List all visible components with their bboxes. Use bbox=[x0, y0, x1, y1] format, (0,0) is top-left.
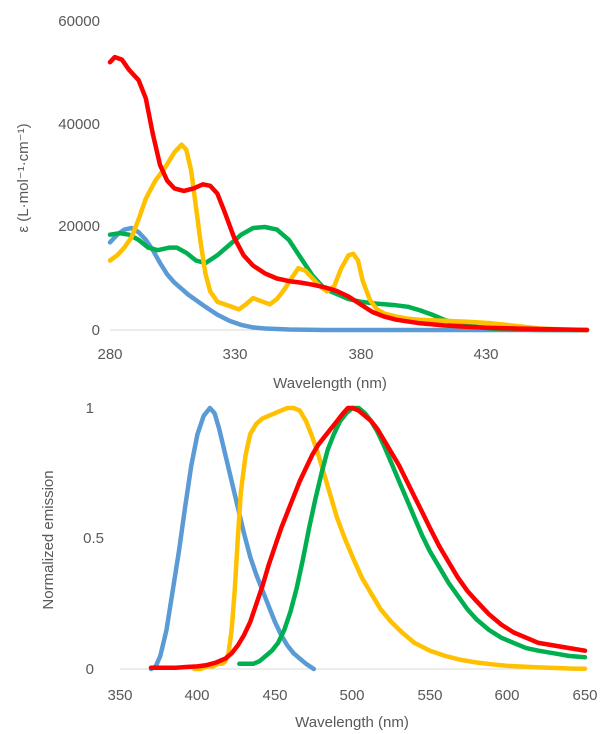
emission-x-tick-label: 600 bbox=[494, 687, 519, 704]
emission-chart: 0 0.5 1 350 400 450 500 550 600 650 Wave… bbox=[40, 400, 598, 731]
emission-x-tick-label: 550 bbox=[417, 687, 442, 704]
absorption-y-tick-labels: 0 20000 40000 60000 bbox=[58, 13, 100, 339]
absorption-x-tick-labels: 280 330 380 430 bbox=[97, 346, 498, 363]
emission-x-tick-label: 450 bbox=[262, 687, 287, 704]
emission-x-tick-label: 350 bbox=[107, 687, 132, 704]
absorption-y-axis-title: ε (L·mol⁻¹·cm⁻¹) bbox=[15, 123, 32, 232]
absorption-x-tick-label: 430 bbox=[473, 346, 498, 363]
emission-x-tick-labels: 350 400 450 500 550 600 650 bbox=[107, 687, 597, 704]
emission-series-line-4 bbox=[148, 405, 588, 670]
emission-series-group bbox=[148, 405, 588, 672]
emission-series-line-2 bbox=[192, 405, 588, 672]
absorption-y-tick-label: 20000 bbox=[58, 218, 100, 235]
emission-x-tick-label: 650 bbox=[572, 687, 597, 704]
absorption-x-tick-label: 280 bbox=[97, 346, 122, 363]
emission-x-tick-label: 400 bbox=[184, 687, 209, 704]
absorption-series-group bbox=[107, 54, 590, 333]
absorption-x-axis-title: Wavelength (nm) bbox=[273, 375, 387, 392]
emission-y-axis-title: Normalized emission bbox=[40, 470, 57, 609]
emission-y-tick-label: 0.5 bbox=[83, 530, 104, 547]
absorption-series-line-1 bbox=[107, 225, 590, 333]
absorption-y-tick-label: 60000 bbox=[58, 13, 100, 30]
emission-y-tick-labels: 0 0.5 1 bbox=[83, 400, 104, 678]
absorption-y-tick-label: 40000 bbox=[58, 116, 100, 133]
absorption-chart: 0 20000 40000 60000 280 330 380 430 Wave… bbox=[15, 13, 590, 392]
absorption-x-tick-label: 380 bbox=[348, 346, 373, 363]
emission-series-line-1 bbox=[148, 405, 317, 672]
absorption-series-line-2 bbox=[107, 224, 590, 333]
emission-series-line-3 bbox=[237, 405, 588, 667]
absorption-y-tick-label: 0 bbox=[92, 322, 100, 339]
absorption-series-line-3 bbox=[107, 142, 590, 333]
emission-y-tick-label: 1 bbox=[86, 400, 94, 417]
emission-x-axis-title: Wavelength (nm) bbox=[295, 714, 409, 731]
absorption-x-tick-label: 330 bbox=[222, 346, 247, 363]
emission-y-tick-label: 0 bbox=[86, 661, 94, 678]
emission-x-tick-label: 500 bbox=[339, 687, 364, 704]
absorption-series-line-4 bbox=[107, 54, 590, 333]
